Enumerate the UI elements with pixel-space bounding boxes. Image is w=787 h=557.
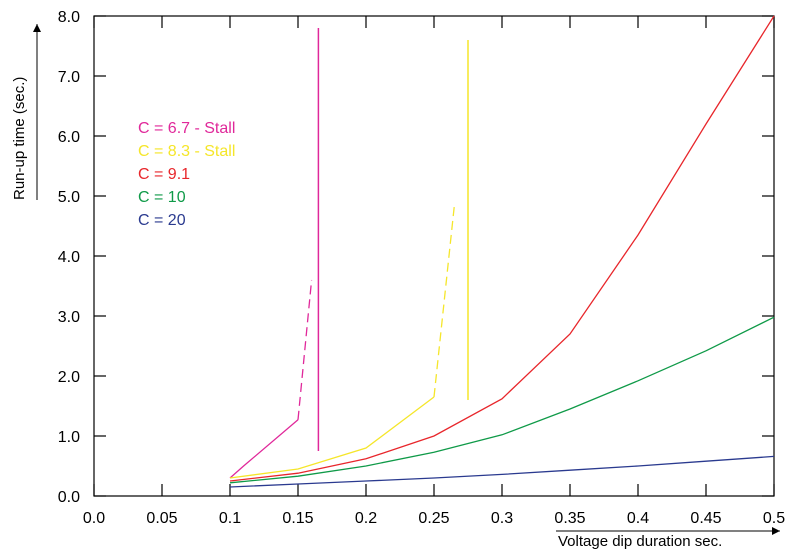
series-stall-dashed-1 <box>297 279 313 420</box>
series-line-5 <box>229 455 775 488</box>
y-tick-label: 3.0 <box>58 309 80 326</box>
x-tick-label: 0.05 <box>146 510 177 527</box>
x-tick-label: 0.45 <box>690 510 721 527</box>
y-axis-arrow-head <box>33 24 41 32</box>
legend-entry-5: C = 20 <box>138 212 186 229</box>
y-tick-label: 5.0 <box>58 189 80 206</box>
x-tick-label: 0.3 <box>491 510 513 527</box>
plot-area <box>93 15 775 497</box>
y-tick-label: 4.0 <box>58 249 80 266</box>
x-tick-label: 0.0 <box>83 510 105 527</box>
y-tick-label: 6.0 <box>58 129 80 146</box>
legend-entry-2: C = 8.3 - Stall <box>138 143 235 160</box>
legend-entry-1: C = 6.7 - Stall <box>138 120 235 137</box>
series-line-4 <box>229 316 775 484</box>
x-tick-label: 0.5 <box>763 510 785 527</box>
y-tick-label: 7.0 <box>58 69 80 86</box>
x-axis-arrow-head <box>772 527 780 535</box>
axis-ticks <box>93 15 775 497</box>
legend: C = 6.7 - Stall C = 8.3 - Stall C = 9.1 C =… <box>138 120 235 229</box>
series-layer <box>229 15 775 488</box>
y-tick-label: 8.0 <box>58 9 80 26</box>
y-tick-label: 1.0 <box>58 429 80 446</box>
series-stall-dashed-2 <box>433 204 456 398</box>
legend-entry-4: C = 10 <box>138 189 186 206</box>
series-line-3 <box>229 15 775 482</box>
x-axis-title: Voltage dip duration sec. <box>558 533 722 550</box>
x-tick-label: 0.4 <box>627 510 649 527</box>
legend-entry-3: C = 9.1 <box>138 166 190 183</box>
x-tick-label: 0.2 <box>355 510 377 527</box>
x-tick-label: 0.15 <box>282 510 313 527</box>
x-tick-label: 0.1 <box>219 510 241 527</box>
y-tick-labels: 0.0 1.0 2.0 3.0 4.0 5.0 6.0 7.0 8.0 <box>58 9 80 506</box>
series-line-2 <box>229 396 435 479</box>
y-tick-label: 2.0 <box>58 369 80 386</box>
y-axis-title: Run-up time (sec.) <box>11 77 28 200</box>
x-tick-labels: 0.0 0.05 0.1 0.15 0.2 0.25 0.3 0.35 0.4 0.45 0.5 <box>83 510 785 527</box>
series-line-1 <box>229 419 299 479</box>
x-tick-label: 0.35 <box>554 510 585 527</box>
y-tick-label: 0.0 <box>58 489 80 506</box>
x-tick-label: 0.25 <box>418 510 449 527</box>
